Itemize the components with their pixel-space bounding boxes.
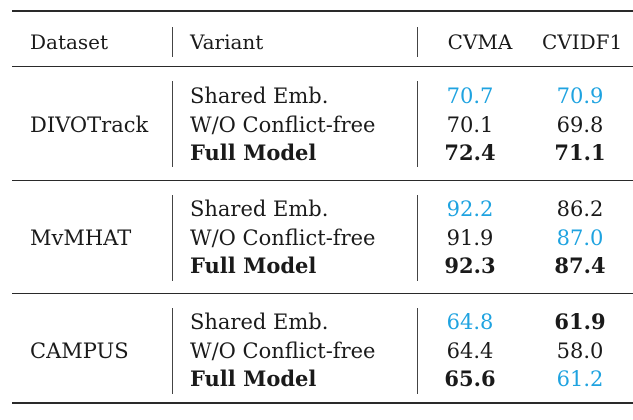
header-separator-2: [417, 27, 419, 57]
variant-shared-emb: Shared Emb.: [190, 84, 329, 108]
group-rule-1: [12, 180, 633, 182]
dataset-name: CAMPUS: [30, 339, 129, 363]
group-rule-2: [12, 293, 633, 295]
header-variant: Variant: [190, 30, 264, 54]
header-cvma: CVMA: [447, 30, 513, 54]
cvma-value: 70.1: [446, 113, 494, 137]
variant-full-model: Full Model: [190, 253, 317, 278]
variant-full-model: Full Model: [190, 140, 317, 165]
dataset-name: MvMHAT: [30, 226, 132, 250]
variant-shared-emb: Shared Emb.: [190, 310, 329, 334]
variant-wo-conflict-free: W/O Conflict-free: [190, 339, 376, 363]
variant-shared-emb: Shared Emb.: [190, 197, 329, 221]
cvidf1-value: 58.0: [556, 339, 604, 363]
cvidf1-value: 69.8: [556, 113, 604, 137]
header-cvidf1: CVIDF1: [542, 30, 623, 54]
cvidf1-value: 87.0: [556, 226, 604, 250]
cvma-value: 64.8: [446, 310, 494, 334]
cvma-value: 91.9: [446, 226, 494, 250]
group2-separator-1: [172, 195, 174, 281]
bottom-rule: [12, 402, 633, 404]
group1-separator-2: [417, 81, 419, 167]
cvma-value: 64.4: [446, 339, 494, 363]
cvidf1-value: 61.2: [556, 367, 604, 391]
cvma-value: 92.2: [446, 197, 494, 221]
header-separator-1: [172, 27, 174, 57]
group3-separator-1: [172, 308, 174, 394]
cvidf1-value: 71.1: [554, 140, 606, 165]
dataset-name: DIVOTrack: [30, 113, 149, 137]
cvidf1-value: 87.4: [554, 253, 606, 278]
variant-full-model: Full Model: [190, 366, 317, 391]
group3-separator-2: [417, 308, 419, 394]
cvidf1-value: 61.9: [554, 309, 606, 334]
top-rule: [12, 10, 633, 12]
cvidf1-value: 70.9: [556, 84, 604, 108]
header-dataset: Dataset: [30, 30, 109, 54]
cvma-value: 70.7: [446, 84, 494, 108]
group1-separator-1: [172, 81, 174, 167]
variant-wo-conflict-free: W/O Conflict-free: [190, 113, 376, 137]
cvidf1-value: 86.2: [556, 197, 604, 221]
cvma-value: 72.4: [444, 140, 496, 165]
cvma-value: 92.3: [444, 253, 496, 278]
variant-wo-conflict-free: W/O Conflict-free: [190, 226, 376, 250]
header-rule: [12, 66, 633, 68]
cvma-value: 65.6: [444, 366, 496, 391]
group2-separator-2: [417, 195, 419, 281]
